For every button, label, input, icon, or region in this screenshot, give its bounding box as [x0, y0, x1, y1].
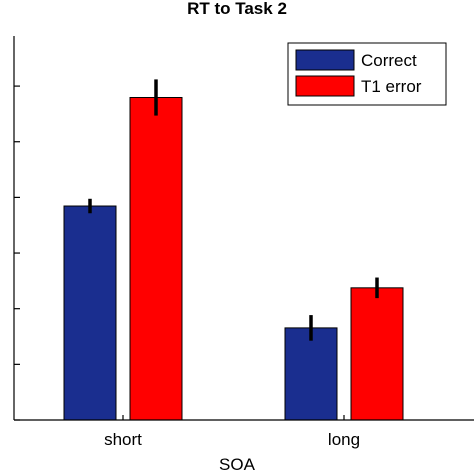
bar-correct-short: [63, 205, 117, 421]
legend: Correct T1 error: [287, 42, 447, 106]
y-axis-ticks: [14, 85, 20, 421]
x-axis-label: SOA: [219, 455, 256, 474]
legend-swatch: [295, 49, 355, 71]
bar-correct-long: [284, 327, 338, 421]
legend-label: Correct: [361, 51, 417, 70]
chart-title: RT to Task 2: [187, 0, 287, 18]
legend-label: T1 error: [361, 77, 422, 96]
legend-swatch: [295, 75, 355, 97]
bars: [63, 96, 404, 421]
x-tick-label: short: [104, 430, 142, 449]
x-axis-labels: short long: [104, 430, 360, 449]
x-tick-label: long: [328, 430, 360, 449]
bar-t1-error-long: [350, 287, 404, 421]
x-axis-ticks: [122, 415, 345, 420]
error-bars: [88, 79, 379, 341]
bar-t1-error-short: [129, 96, 183, 421]
